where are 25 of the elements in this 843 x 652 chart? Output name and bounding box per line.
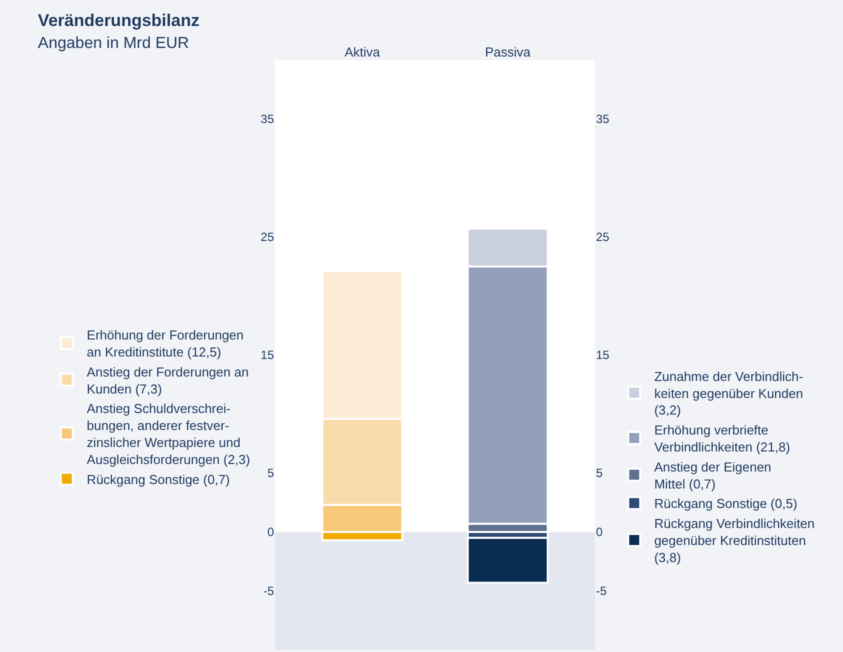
y-tick-label: 5 [267, 466, 274, 480]
legend-label: Rückgang Sonstige (0,5) [654, 496, 798, 512]
text: Angaben in Mrd EUR [38, 35, 190, 52]
y2-tick-label: 0 [596, 525, 603, 540]
y-tick-label: 35 [260, 112, 274, 126]
text: Veränderungsbilanz [38, 11, 200, 30]
y-tick-label: 0 [267, 525, 274, 540]
legend-label: Rückgang Sonstige (0,7) [86, 472, 230, 487]
y-tick-label: 15 [260, 348, 274, 362]
y2-tick-label: 35 [596, 112, 610, 126]
x-tick-label: Passiva [484, 44, 532, 60]
legend-label: Anstieg der Forderungen an Kunden (7,3) [86, 364, 249, 396]
y-tick-label: -5 [263, 584, 274, 598]
legend-label: Erhöhung der Forderungen an Kreditinstitute (12,5) [86, 328, 244, 360]
y2-tick-label: 5 [596, 466, 603, 480]
y2-tick-label: 15 [596, 348, 610, 362]
y2-tick-label: -5 [596, 584, 607, 598]
legend-label: Rückgang Verbindlichkeiten gegenüber Kreditinstituten (3,8) [654, 516, 815, 565]
y2-tick-label: 25 [596, 230, 610, 244]
x-tick-label: Aktiva [344, 44, 381, 60]
legend-label: Anstieg Schuldverschrei- bungen, anderer festver- zinslicher Wertpapiere und Ausgleichsforderungen (2,3) [86, 401, 250, 467]
legend-label: Zunahme der Verbindlich- keiten gegenüber Kunden (3,2) [654, 368, 804, 418]
legend-label: Anstieg der Eigenen Mittel (0,7) [654, 459, 772, 492]
y-tick-label: 25 [260, 230, 274, 244]
legend-label: Erhöhung verbriefte Verbindlichkeiten (21,8) [654, 422, 790, 455]
